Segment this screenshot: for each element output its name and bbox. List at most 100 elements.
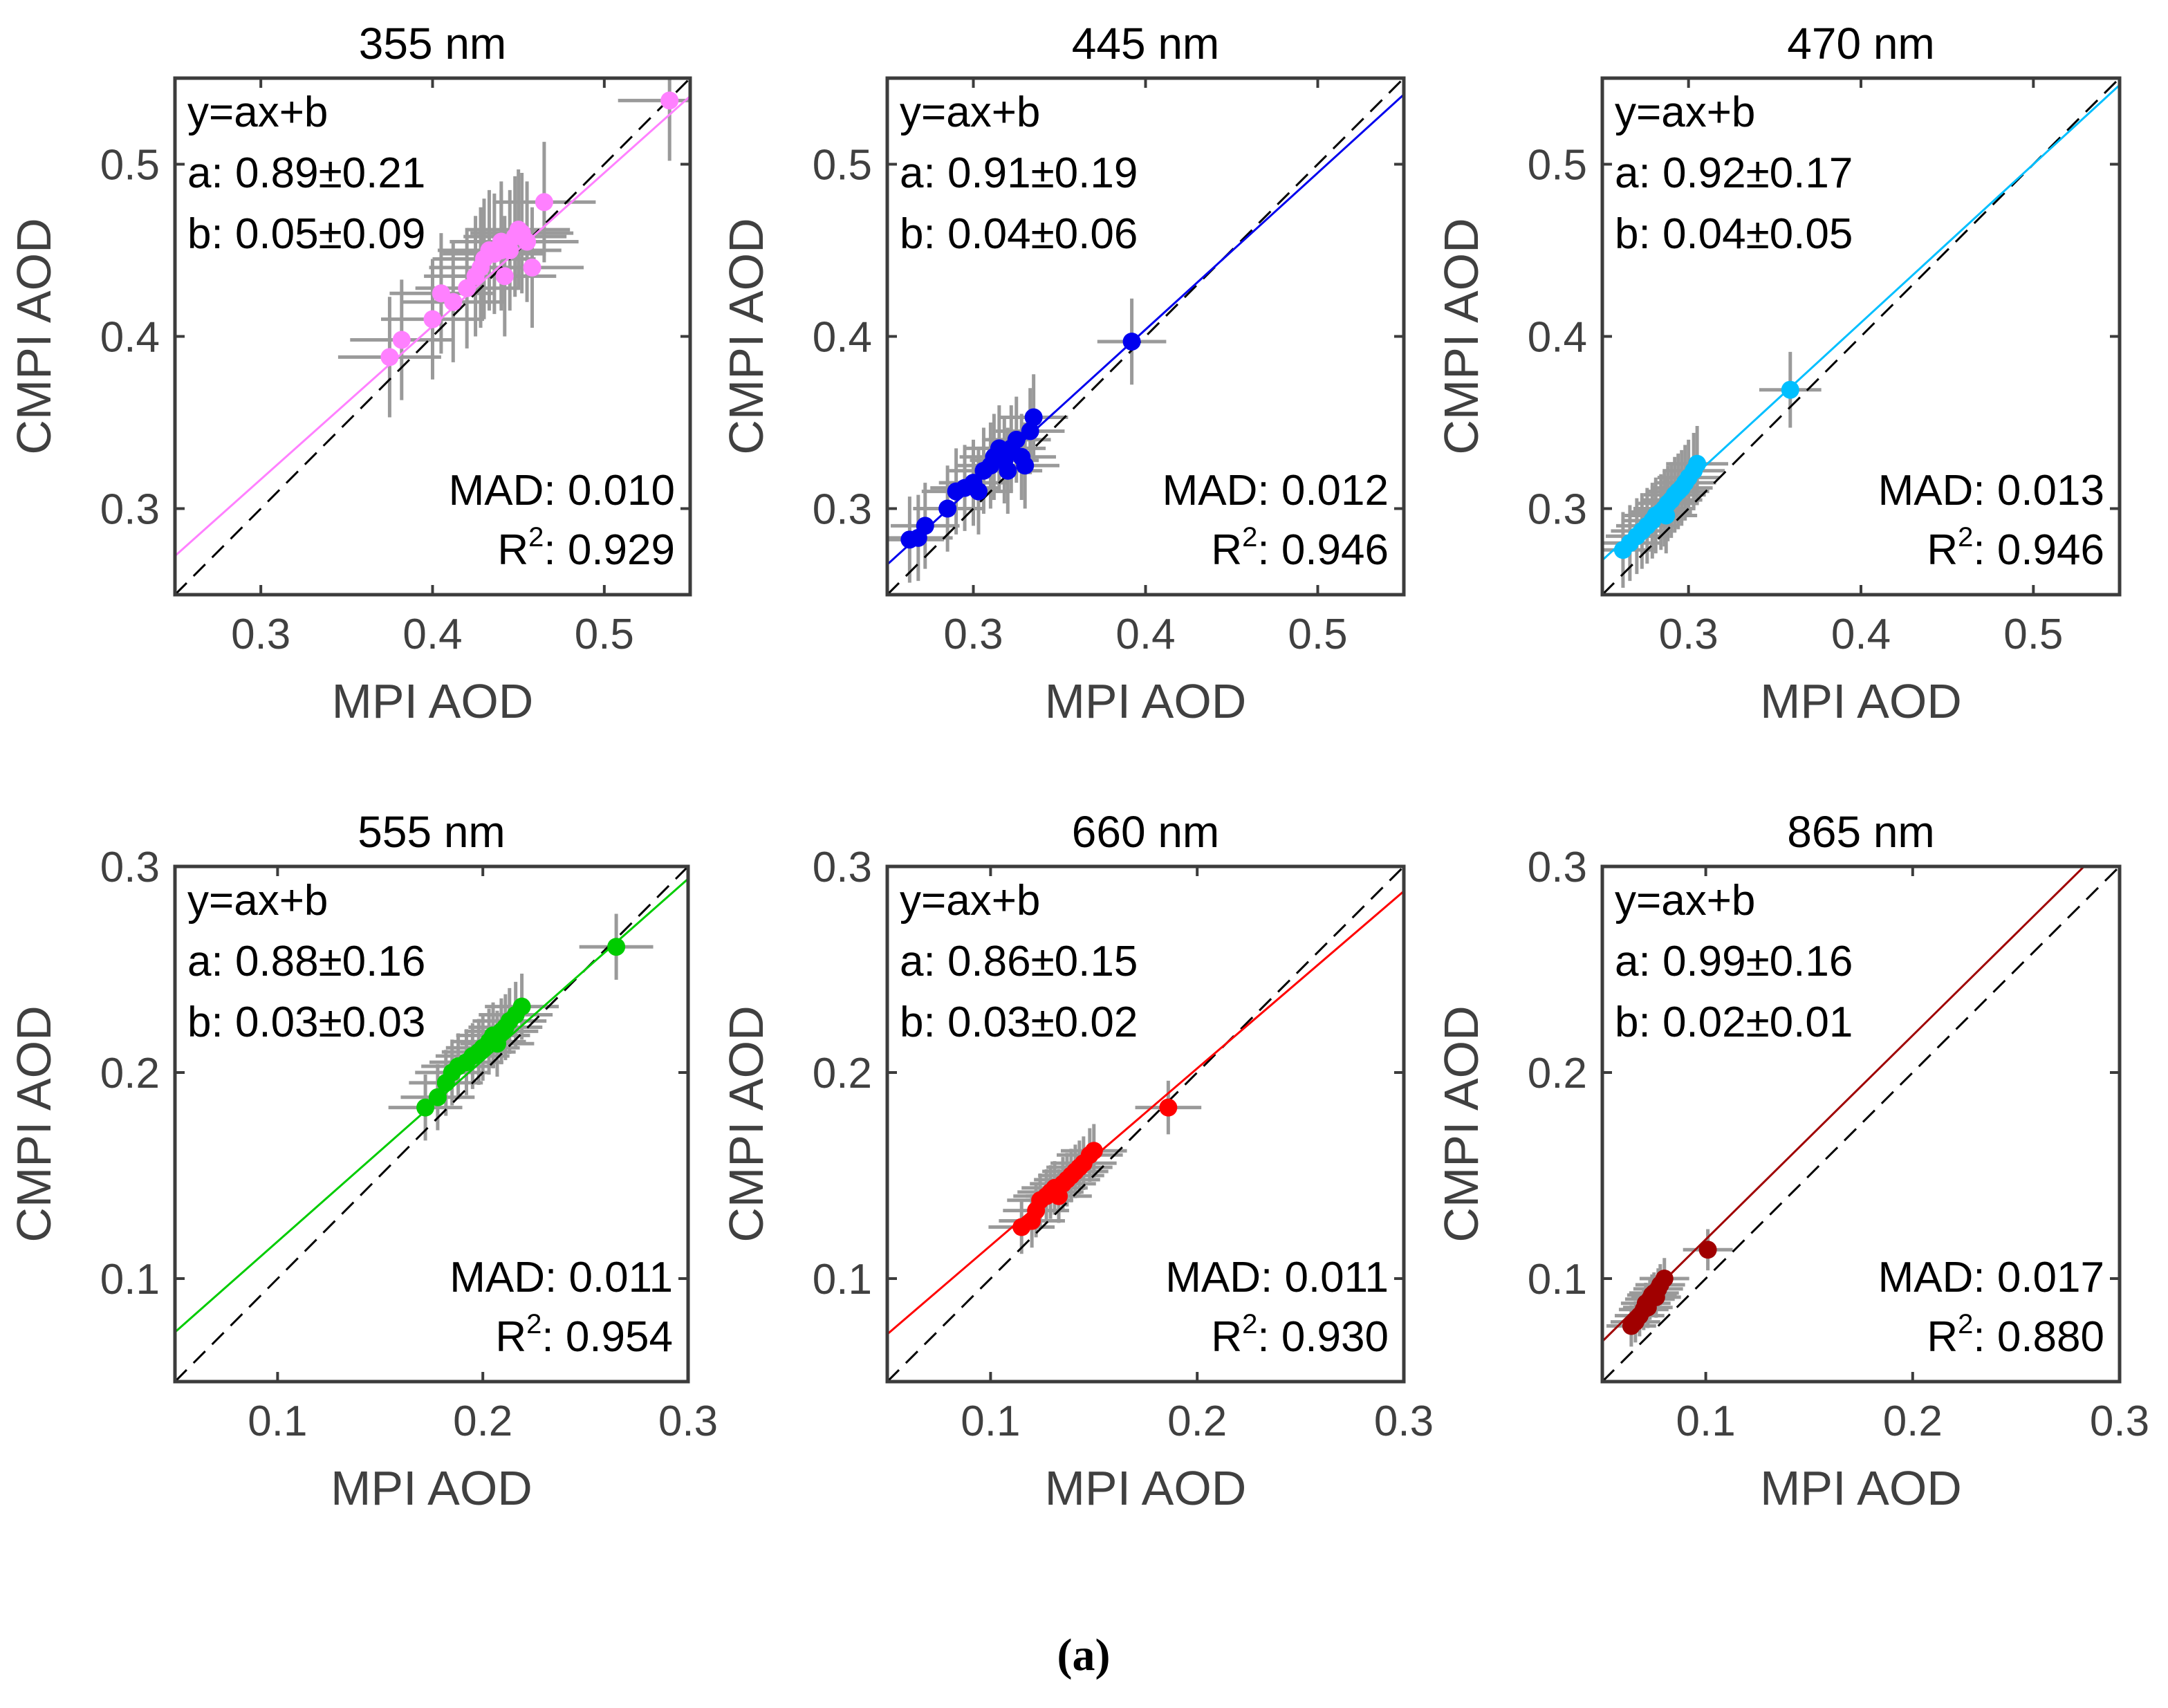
y-tick-label: 0.2: [100, 1050, 160, 1097]
data-point: [1688, 454, 1707, 473]
plot-area: [1602, 866, 2120, 1382]
y-tick-label: 0.1: [813, 1256, 872, 1303]
mad-value: 0.013: [1997, 467, 2104, 514]
panel-865nm: 865 nm 0.1 0.2 0.3 0.1 0.2 0.3 MPI AOD CMPI AOD y…: [1434, 807, 2149, 1515]
data-point: [607, 938, 626, 956]
fit-intercept-value: 0.03±0.03: [235, 999, 425, 1046]
r2-label: R: [497, 526, 528, 574]
one-to-one-line: [887, 866, 1404, 1382]
y-axis-label: CMPI AOD: [7, 218, 61, 454]
y-axis-label: CMPI AOD: [719, 218, 773, 454]
r2-colon: :: [544, 526, 567, 574]
y-tick-label: 0.3: [100, 844, 160, 891]
data-point: [1657, 506, 1676, 525]
data-point: [938, 499, 957, 518]
fit-equation: y=ax+b: [900, 877, 1040, 925]
x-tick-label: 0.3: [658, 1398, 718, 1445]
fit-slope-value: 0.88±0.16: [235, 938, 425, 985]
r2-label: R: [1211, 1313, 1242, 1361]
r2-colon: :: [1973, 1313, 1996, 1361]
x-tick-label: 0.4: [1831, 611, 1891, 658]
fit-intercept-value: 0.05±0.09: [235, 210, 425, 258]
y-axis-label: CMPI AOD: [719, 1005, 773, 1242]
fit-intercept: b: 0.04±0.06: [900, 210, 1138, 258]
y-axis-label: CMPI AOD: [1434, 1005, 1488, 1242]
r2-label: R: [495, 1313, 526, 1361]
mad-value: 0.011: [1284, 1254, 1389, 1301]
r2-value: 0.954: [566, 1313, 673, 1361]
one-to-one-line: [1602, 866, 2120, 1382]
data-point: [392, 331, 411, 349]
fit-slope: a: 0.99±0.16: [1615, 938, 1853, 985]
mad-value: 0.012: [1281, 467, 1389, 514]
data-point: [1781, 380, 1799, 399]
fit-slope-label: a:: [900, 938, 947, 985]
r2-superscript: 2: [1242, 522, 1257, 553]
panel-445nm: 445 nm 0.3 0.4 0.5 0.3 0.4 0.5 MPI AOD CMPI AOD y…: [719, 19, 1406, 728]
r2-stat: R2: 0.929: [497, 522, 675, 574]
fit-slope-value: 0.89±0.21: [235, 149, 425, 197]
mad-label: MAD:: [1878, 467, 1997, 514]
r2-stat: R2: 0.930: [1211, 1309, 1389, 1361]
x-tick-label: 0.4: [1115, 611, 1175, 658]
mad-stat: MAD: 0.017: [1878, 1254, 2104, 1301]
y-tick-label: 0.3: [1528, 844, 1587, 891]
fit-intercept-label: b:: [1615, 999, 1662, 1046]
data-point: [916, 517, 934, 535]
data-point: [428, 1088, 447, 1106]
panel-title: 470 nm: [1787, 19, 1934, 68]
data-point: [444, 293, 463, 311]
x-axis-label: MPI AOD: [1760, 1461, 1962, 1515]
y-tick-label: 0.1: [100, 1256, 160, 1303]
y-tick-label: 0.4: [1528, 314, 1587, 362]
one-to-one-line: [175, 866, 688, 1382]
data-point: [1084, 1142, 1103, 1160]
r2-colon: :: [1257, 1313, 1281, 1361]
y-axis-label: CMPI AOD: [1434, 218, 1488, 454]
y-tick-label: 0.4: [100, 314, 160, 362]
fit-slope-label: a:: [900, 149, 947, 197]
data-point: [423, 310, 442, 328]
fit-intercept: b: 0.05±0.09: [187, 210, 425, 258]
r2-label: R: [1211, 526, 1242, 574]
fit-intercept-label: b:: [900, 999, 947, 1046]
panel-555nm: 555 nm 0.1 0.2 0.3 0.1 0.2 0.3 MPI AOD CMPI AOD y…: [7, 807, 718, 1515]
data-point: [1024, 408, 1043, 427]
mad-stat: MAD: 0.011: [450, 1254, 673, 1301]
one-to-one-line: [887, 78, 1404, 595]
mad-value: 0.010: [568, 467, 675, 514]
fit-equation: y=ax+b: [187, 877, 328, 925]
x-tick-label: 0.2: [453, 1398, 512, 1445]
r2-label: R: [1927, 1313, 1958, 1361]
x-axis-label: MPI AOD: [332, 674, 534, 728]
x-axis-label: MPI AOD: [1760, 674, 1962, 728]
fit-intercept-value: 0.02±0.01: [1662, 999, 1853, 1046]
mad-label: MAD:: [1878, 1254, 1997, 1301]
x-tick-label: 0.5: [1288, 611, 1347, 658]
fit-intercept-label: b:: [187, 999, 235, 1046]
mad-label: MAD:: [1165, 1254, 1284, 1301]
fit-intercept-value: 0.04±0.06: [947, 210, 1138, 258]
x-axis-label: MPI AOD: [331, 1461, 532, 1515]
x-tick-label: 0.5: [2003, 611, 2063, 658]
x-tick-label: 0.3: [1374, 1398, 1434, 1445]
panel-title: 865 nm: [1787, 807, 1934, 857]
fit-slope-value: 0.91±0.19: [947, 149, 1138, 197]
x-tick-label: 0.3: [943, 611, 1003, 658]
data-point: [523, 258, 541, 277]
y-tick-label: 0.3: [813, 486, 872, 534]
fit-intercept: b: 0.03±0.03: [187, 999, 425, 1046]
panel-title: 555 nm: [358, 807, 505, 857]
mad-stat: MAD: 0.011: [1165, 1254, 1389, 1301]
y-tick-label: 0.3: [1528, 486, 1587, 534]
plot-area: [887, 78, 1404, 595]
r2-stat: R2: 0.954: [495, 1309, 673, 1361]
data-point: [1021, 422, 1039, 440]
fit-intercept: b: 0.02±0.01: [1615, 999, 1853, 1046]
fit-equation: y=ax+b: [187, 89, 328, 136]
data-point: [1016, 456, 1035, 475]
y-tick-label: 0.5: [1528, 142, 1587, 189]
r2-value: 0.929: [568, 526, 675, 574]
r2-value: 0.880: [1997, 1313, 2104, 1361]
